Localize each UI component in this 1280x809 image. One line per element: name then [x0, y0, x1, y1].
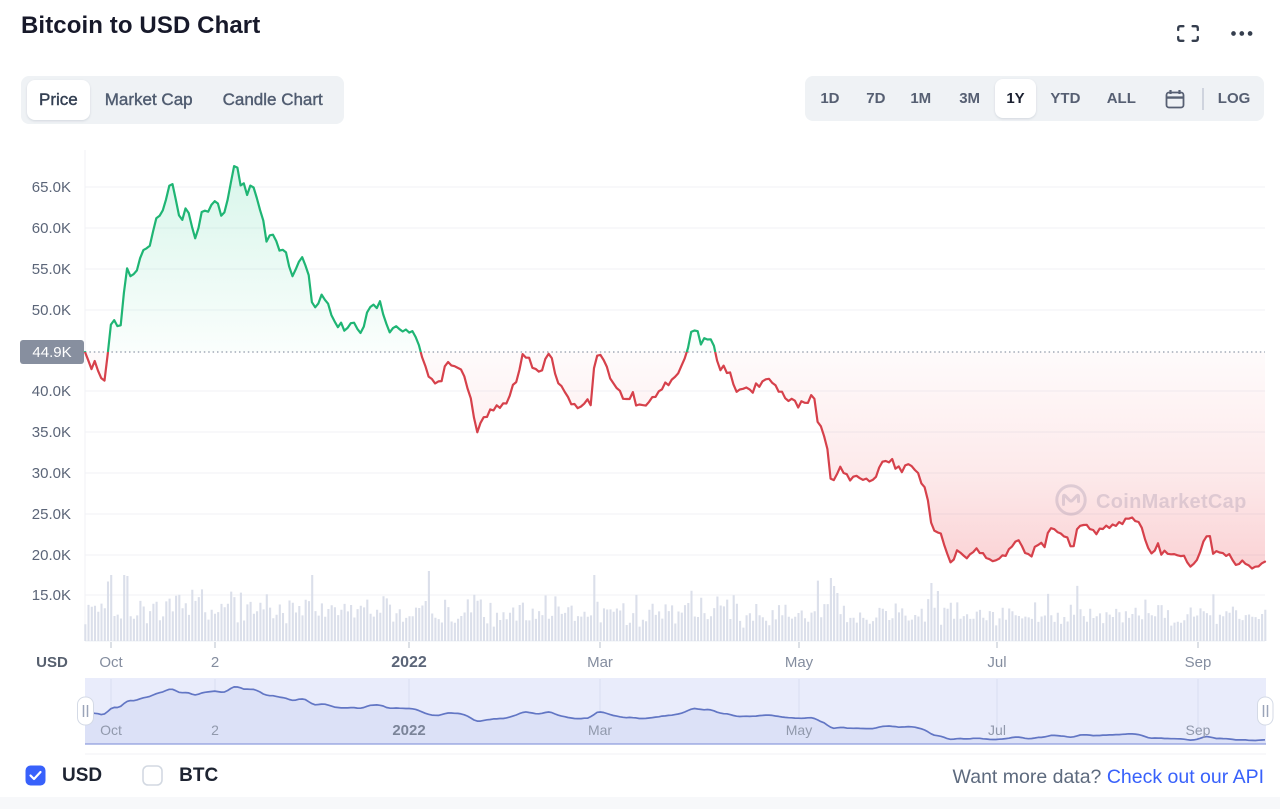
- svg-text:Jul: Jul: [988, 722, 1006, 738]
- svg-text:35.0K: 35.0K: [32, 424, 71, 441]
- svg-text:30.0K: 30.0K: [32, 465, 71, 482]
- svg-text:Sep: Sep: [1185, 654, 1212, 671]
- svg-text:Oct: Oct: [99, 654, 123, 671]
- svg-text:USD: USD: [36, 654, 68, 671]
- svg-text:Oct: Oct: [100, 722, 122, 738]
- svg-text:55.0K: 55.0K: [32, 261, 71, 278]
- svg-text:Mar: Mar: [587, 654, 613, 671]
- svg-text:2022: 2022: [391, 654, 427, 671]
- svg-text:60.0K: 60.0K: [32, 220, 71, 237]
- svg-text:65.0K: 65.0K: [32, 179, 71, 196]
- svg-text:Jul: Jul: [987, 654, 1006, 671]
- svg-text:25.0K: 25.0K: [32, 506, 71, 523]
- svg-text:40.0K: 40.0K: [32, 383, 71, 400]
- svg-text:2: 2: [211, 654, 219, 671]
- svg-text:May: May: [786, 722, 812, 738]
- svg-text:2022: 2022: [392, 722, 425, 739]
- svg-text:2: 2: [211, 722, 219, 738]
- svg-text:Mar: Mar: [588, 722, 612, 738]
- svg-text:15.0K: 15.0K: [32, 587, 71, 604]
- svg-text:44.9K: 44.9K: [32, 344, 71, 361]
- svg-text:50.0K: 50.0K: [32, 302, 71, 319]
- svg-text:May: May: [785, 654, 814, 671]
- svg-text:Sep: Sep: [1186, 722, 1211, 738]
- svg-text:20.0K: 20.0K: [32, 547, 71, 564]
